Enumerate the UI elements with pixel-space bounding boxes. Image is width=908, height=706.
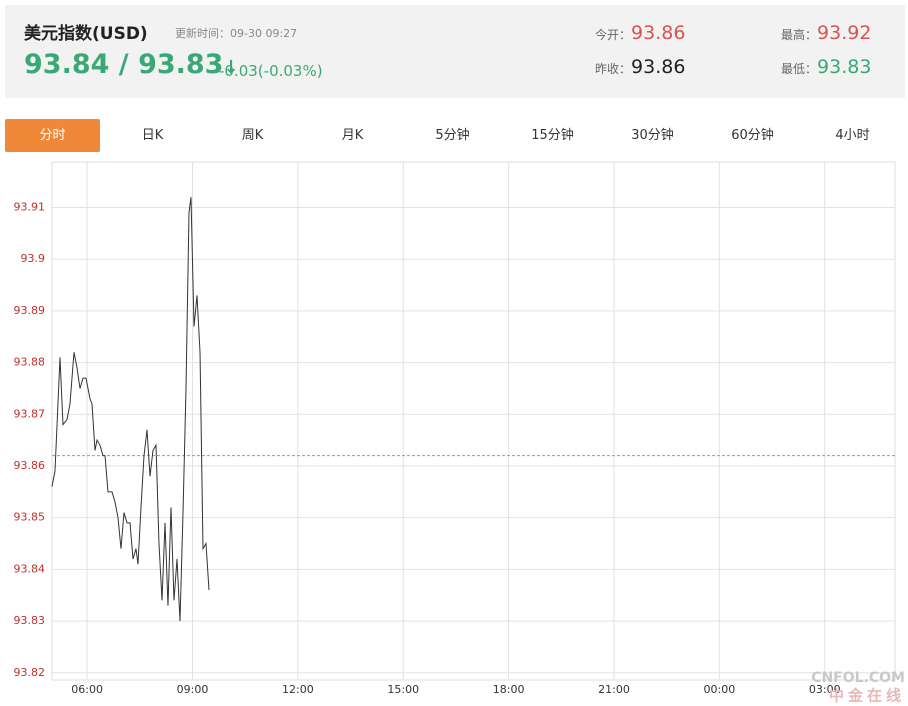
stat-value: 93.83 <box>817 56 872 78</box>
tab[interactable]: 60分钟 <box>731 128 774 143</box>
x-tick-label: 21:00 <box>598 683 630 696</box>
stat-value: 93.92 <box>817 22 872 44</box>
x-tick-label: 12:00 <box>282 683 314 696</box>
tab[interactable]: 4小时 <box>835 128 870 143</box>
stat-label: 最高： <box>781 28 818 42</box>
y-tick-label: 93.84 <box>14 562 46 575</box>
stat: 最低：93.83 <box>781 56 871 78</box>
x-tick-label: 15:00 <box>387 683 419 696</box>
tab[interactable]: 月K <box>341 128 364 143</box>
price-value: 93.84 / 93.83 <box>24 49 224 80</box>
tab[interactable]: 15分钟 <box>531 128 574 143</box>
price-change: -0.03(-0.03%) <box>219 62 323 80</box>
price-arrow: ↓ <box>223 57 239 78</box>
update-time: 09-30 09:27 <box>230 27 298 40</box>
y-tick-label: 93.87 <box>14 407 46 420</box>
tab[interactable]: 周K <box>241 128 264 143</box>
stat-value: 93.86 <box>631 22 686 44</box>
y-tick-label: 93.83 <box>14 614 46 627</box>
watermark: CNFOL.COM 中金在线 <box>811 670 905 705</box>
x-tick-label: 18:00 <box>493 683 525 696</box>
title: 美元指数(USD) <box>24 24 148 44</box>
tab[interactable]: 分时 <box>5 119 100 152</box>
y-tick-label: 93.89 <box>14 304 46 317</box>
y-tick-label: 93.9 <box>21 252 46 265</box>
x-tick-label: 09:00 <box>177 683 209 696</box>
x-tick-label: 03:00 <box>809 683 841 696</box>
stat-label: 今开： <box>595 28 632 42</box>
x-tick-label: 00:00 <box>704 683 736 696</box>
plot-border <box>51 161 896 681</box>
watermark-brand: CNFOL.COM <box>811 670 905 686</box>
stat: 今开：93.86 <box>595 22 685 44</box>
y-tick-label: 93.91 <box>14 200 46 213</box>
price: 93.84 / 93.83↓ <box>24 49 239 80</box>
tab[interactable]: 日K <box>141 128 164 143</box>
y-tick-label: 93.88 <box>14 356 46 369</box>
stat-value: 93.86 <box>631 56 686 78</box>
y-tick-label: 93.82 <box>14 666 46 679</box>
tab-bar: 分时 日K 周K 月K 5分钟 15分钟 30分钟 60分钟 4小时 <box>5 119 905 153</box>
stat: 昨收：93.86 <box>595 56 685 78</box>
tab[interactable]: 5分钟 <box>435 128 470 143</box>
price-line <box>51 197 210 622</box>
watermark-name: 中金在线 <box>829 687 905 705</box>
update-info: 更新时间：09-30 09:27 <box>175 25 297 41</box>
y-tick-label: 93.85 <box>14 511 46 524</box>
update-label: 更新时间： <box>175 27 230 40</box>
x-tick-label: 06:00 <box>71 683 103 696</box>
stat-label: 昨收： <box>595 62 632 76</box>
tab[interactable]: 30分钟 <box>631 128 674 143</box>
y-tick-label: 93.86 <box>14 459 46 472</box>
quote-header: 美元指数(USD) 更新时间：09-30 09:27 93.84 / 93.83… <box>5 5 905 98</box>
stat-label: 最低： <box>781 62 818 76</box>
stat: 最高：93.92 <box>781 22 871 44</box>
